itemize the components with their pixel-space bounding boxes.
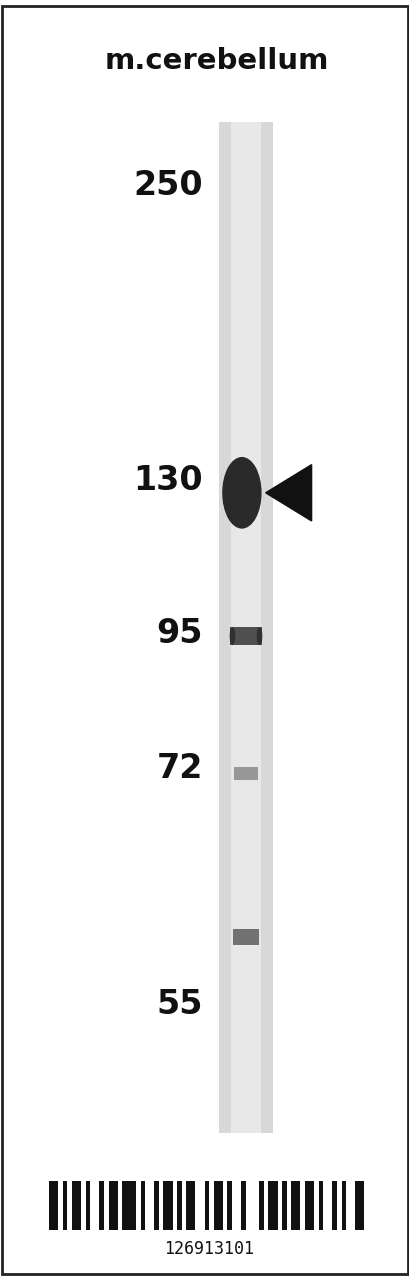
- Bar: [240, 1181, 245, 1230]
- Bar: [341, 1181, 345, 1230]
- Bar: [355, 1181, 364, 1230]
- Text: 55: 55: [156, 988, 202, 1021]
- Bar: [219, 122, 272, 1133]
- Text: 126913101: 126913101: [164, 1240, 254, 1258]
- Polygon shape: [265, 465, 311, 521]
- Bar: [304, 1181, 313, 1230]
- Bar: [122, 1181, 136, 1230]
- Bar: [318, 1181, 323, 1230]
- Bar: [63, 1181, 67, 1230]
- Bar: [49, 1181, 58, 1230]
- Bar: [108, 1181, 117, 1230]
- Bar: [259, 1181, 263, 1230]
- Bar: [229, 627, 262, 645]
- Bar: [186, 1181, 195, 1230]
- Bar: [281, 1181, 286, 1230]
- Bar: [140, 1181, 145, 1230]
- Text: 72: 72: [156, 751, 202, 785]
- Bar: [332, 1181, 336, 1230]
- Bar: [163, 1181, 172, 1230]
- Bar: [233, 767, 258, 780]
- Text: 250: 250: [133, 169, 202, 202]
- Bar: [291, 1181, 300, 1230]
- Text: 95: 95: [156, 617, 202, 650]
- Bar: [268, 1181, 277, 1230]
- Bar: [213, 1181, 222, 1230]
- Text: 130: 130: [133, 463, 202, 497]
- Bar: [204, 1181, 209, 1230]
- Bar: [177, 1181, 181, 1230]
- Text: m.cerebellum: m.cerebellum: [105, 47, 329, 76]
- Bar: [85, 1181, 90, 1230]
- Bar: [154, 1181, 158, 1230]
- Bar: [99, 1181, 104, 1230]
- Ellipse shape: [222, 457, 261, 529]
- Bar: [232, 929, 259, 945]
- Bar: [227, 1181, 231, 1230]
- Bar: [231, 122, 260, 1133]
- Ellipse shape: [229, 627, 235, 645]
- Ellipse shape: [256, 627, 262, 645]
- Bar: [72, 1181, 81, 1230]
